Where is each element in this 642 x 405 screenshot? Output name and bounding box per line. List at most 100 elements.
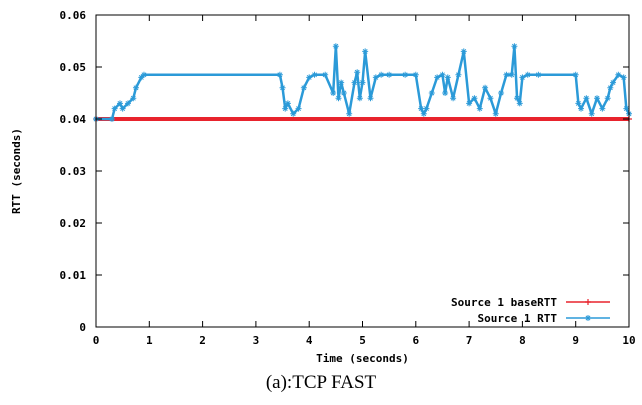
legend-marker (585, 315, 591, 321)
rtt-point (524, 71, 531, 78)
rtt-point (599, 105, 606, 112)
rtt-point (460, 48, 467, 55)
x-tick-label: 5 (359, 334, 366, 347)
rtt-point (322, 71, 329, 78)
rtt-point (284, 100, 291, 107)
rtt-point (124, 100, 131, 107)
rtt-point (607, 84, 614, 91)
rtt-point (434, 74, 441, 81)
rtt-point (487, 95, 494, 102)
rtt-point (412, 71, 419, 78)
rtt-point (116, 100, 123, 107)
rtt-point (482, 84, 489, 91)
rtt-point (330, 90, 337, 96)
rtt-point (620, 74, 627, 81)
rtt-point (276, 71, 283, 78)
rtt-point (583, 95, 590, 102)
x-tick-label: 4 (306, 334, 313, 347)
rtt-point (311, 71, 318, 78)
rtt-point (140, 71, 147, 78)
rtt-point (362, 48, 369, 55)
rtt-point (594, 95, 601, 102)
rtt-point (428, 90, 435, 96)
x-tick-label: 10 (622, 334, 635, 347)
rtt-point (138, 74, 145, 81)
rtt-point (604, 95, 611, 102)
rtt-point (439, 71, 446, 78)
plot-frame (95, 14, 630, 328)
rtt-point (108, 116, 115, 122)
legend-label: Source 1 RTT (478, 312, 558, 325)
y-tick-label: 0.04 (60, 113, 87, 126)
rtt-point (623, 105, 630, 112)
rtt-point (508, 71, 515, 78)
rtt-point (279, 84, 286, 91)
rtt-point (356, 95, 363, 102)
x-tick-label: 3 (253, 334, 260, 347)
rtt-point (130, 95, 137, 102)
legend-label: Source 1 baseRTT (451, 296, 557, 309)
x-tick-label: 9 (572, 334, 579, 347)
legend-marker (585, 299, 591, 305)
rtt-point (455, 71, 462, 78)
rtt-point (471, 95, 478, 102)
series-baseRTT (93, 116, 632, 122)
rtt-point (498, 90, 505, 96)
rtt-point (338, 79, 345, 86)
rtt-point (351, 79, 358, 86)
rtt-point (306, 74, 313, 81)
x-tick-label: 8 (519, 334, 526, 347)
rtt-point (354, 69, 361, 76)
y-tick-label: 0.03 (60, 165, 87, 178)
rtt-point (575, 100, 582, 107)
series-layer (93, 43, 632, 122)
x-tick-label: 1 (146, 334, 153, 347)
rtt-point (300, 84, 307, 91)
rtt-point (450, 95, 457, 102)
rtt-point (615, 71, 622, 78)
x-tick-label: 2 (199, 334, 206, 347)
rtt-point (111, 105, 118, 112)
rtt-point (516, 100, 523, 107)
rtt-point (588, 110, 595, 117)
rtt-point (476, 105, 483, 112)
rtt-point (290, 110, 297, 117)
x-tick-label: 7 (466, 334, 473, 347)
rtt-point (359, 79, 366, 86)
rtt-point (386, 71, 393, 78)
rtt-point (132, 84, 139, 91)
rtt-point (372, 74, 379, 81)
y-tick-label: 0.05 (60, 61, 87, 74)
rtt-point (402, 71, 409, 78)
rtt-point (442, 90, 449, 96)
rtt-point (578, 105, 585, 112)
figure-caption: (a):TCP FAST (265, 372, 377, 393)
rtt-point (295, 105, 302, 112)
rtt-point (423, 105, 430, 112)
rtt-point (346, 110, 353, 117)
rtt-point (444, 74, 451, 81)
rtt-point (514, 95, 521, 102)
x-tick-label: 6 (412, 334, 419, 347)
rtt-point (503, 71, 510, 78)
rtt-point (519, 74, 526, 81)
y-tick-label: 0.01 (60, 269, 87, 282)
rtt-point (335, 95, 342, 102)
rtt-point (466, 100, 473, 107)
y-axis-title: RTT (seconds) (10, 128, 23, 214)
rtt-chart: 0 1 2 3 4 5 6 7 8 9 10 0 0.01 0.02 0.03 0.04 0.05 0.06 RT… (10, 9, 636, 365)
rtt-point (119, 105, 126, 112)
rtt-point (511, 43, 518, 50)
rtt-point (535, 71, 542, 78)
legend: Source 1 baseRTT Source 1 RTT (451, 296, 610, 325)
rtt-point (340, 90, 347, 96)
rtt-point (332, 43, 339, 50)
rtt-point (378, 71, 385, 78)
rtt-point (282, 105, 289, 112)
rtt-point (610, 79, 617, 86)
rtt-point (572, 71, 579, 78)
rtt-point (367, 95, 374, 102)
y-tick-label: 0.06 (60, 9, 87, 22)
x-axis-title: Time (seconds) (316, 352, 409, 365)
rtt-point (492, 110, 499, 117)
